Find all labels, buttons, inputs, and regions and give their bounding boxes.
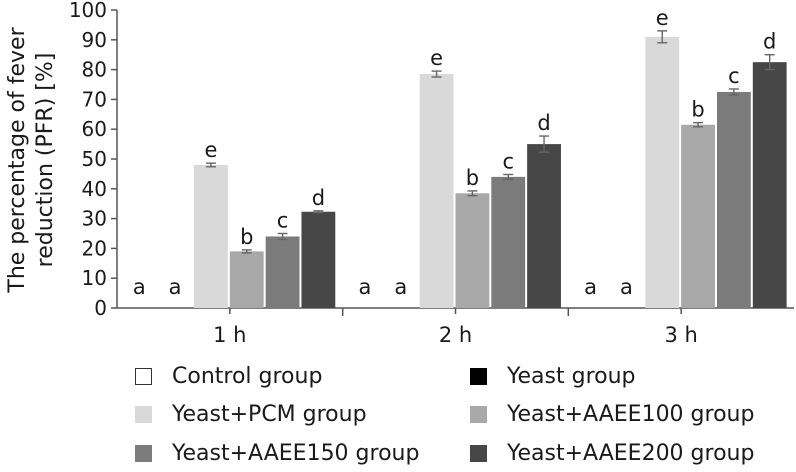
y-tick-label: 20 (82, 236, 107, 260)
y-axis-label-line1: The percentage of fever (5, 26, 30, 293)
significance-letter: b (691, 98, 704, 122)
x-tick-label: 1 h (213, 323, 246, 347)
significance-letter: a (359, 275, 372, 299)
x-tick-label: 2 h (439, 323, 472, 347)
significance-letter: d (763, 30, 776, 54)
significance-letter: d (312, 186, 325, 210)
significance-letter: c (277, 209, 289, 233)
bar (229, 251, 264, 308)
y-tick-label: 0 (94, 296, 107, 320)
bar (716, 91, 751, 308)
y-tick-label: 10 (82, 266, 107, 290)
x-tick-label: 3 h (664, 323, 697, 347)
y-axis-label-line2: reduction (PFR) [%] (33, 53, 58, 268)
bar (491, 176, 526, 308)
significance-letter: e (656, 6, 669, 30)
significance-letter: a (133, 275, 146, 299)
y-tick-label: 50 (82, 147, 107, 171)
bar (527, 144, 561, 308)
bar (301, 211, 336, 308)
bar (455, 193, 490, 308)
significance-letter: a (584, 275, 597, 299)
significance-letter: a (169, 275, 182, 299)
bar (752, 62, 787, 309)
bar (265, 236, 300, 308)
y-tick-label: 80 (82, 58, 107, 82)
significance-letter: c (502, 149, 514, 173)
y-tick-label: 40 (82, 177, 107, 201)
significance-letter: e (204, 138, 217, 162)
significance-letter: b (466, 166, 479, 190)
significance-letter: b (240, 225, 253, 249)
significance-letter: e (430, 46, 443, 70)
significance-letter: d (537, 111, 550, 135)
bar (645, 36, 680, 308)
y-tick-label: 70 (82, 87, 107, 111)
y-tick-label: 60 (82, 117, 107, 141)
y-tick-label: 90 (82, 28, 107, 52)
significance-letter: a (394, 275, 407, 299)
bar (681, 124, 715, 308)
y-tick-label: 100 (69, 0, 107, 22)
y-tick-label: 30 (82, 207, 107, 231)
bar (419, 74, 454, 308)
bar (194, 164, 228, 308)
significance-letter: c (728, 64, 740, 88)
significance-letter: a (620, 275, 633, 299)
